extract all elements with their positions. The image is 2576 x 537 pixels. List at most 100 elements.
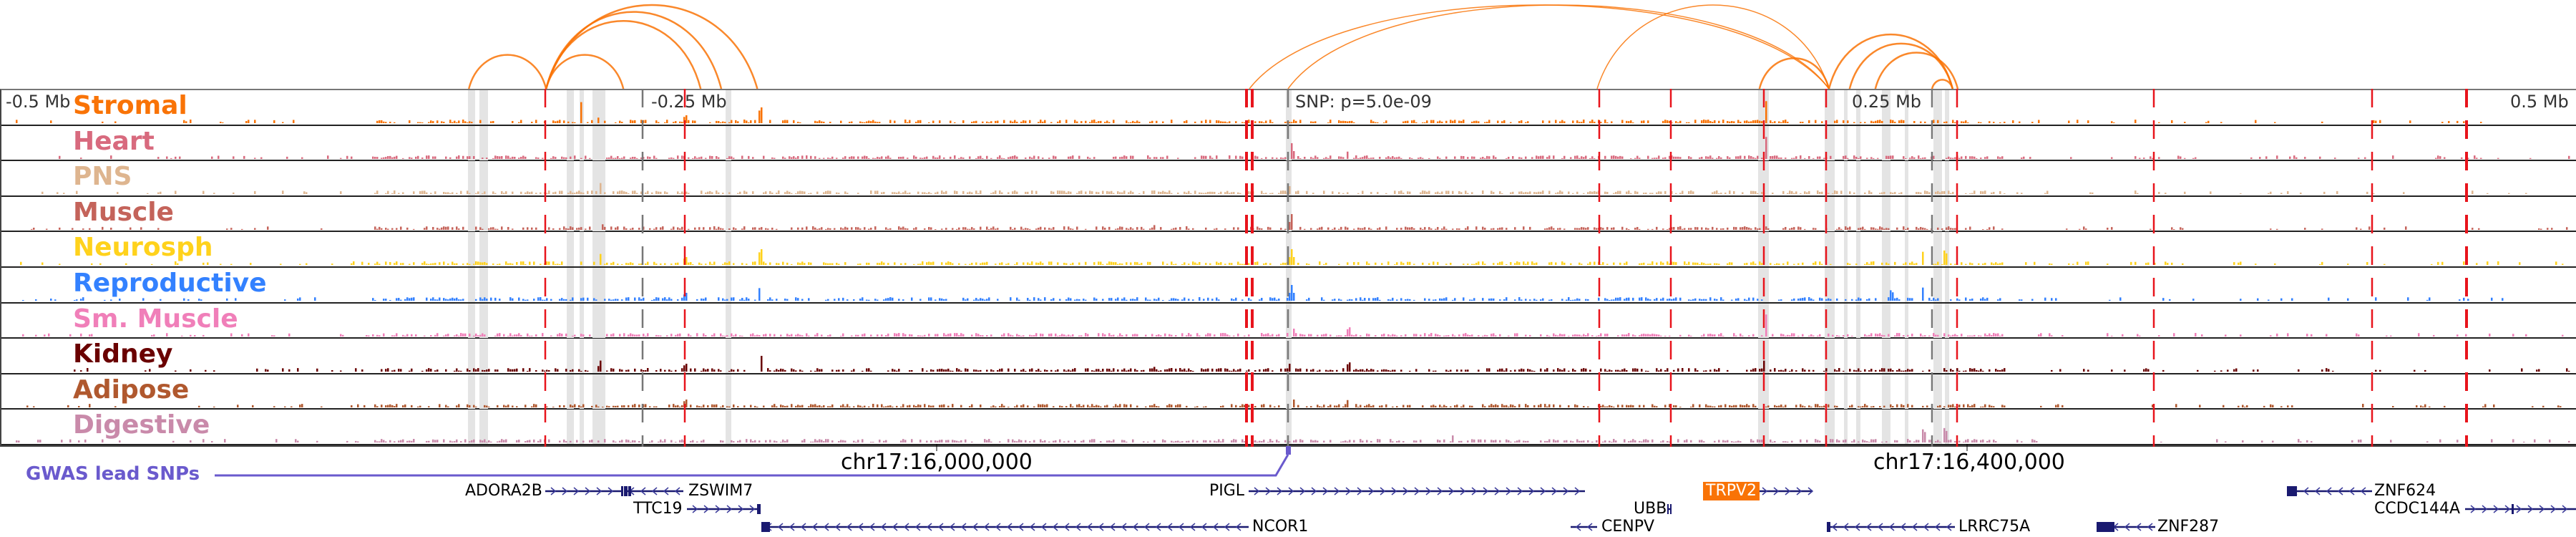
highlight-band bbox=[1286, 196, 1292, 231]
gene-label[interactable]: CCDC144A bbox=[2374, 500, 2461, 518]
highlight-band bbox=[1905, 232, 1908, 267]
track-label: Adipose bbox=[73, 374, 190, 405]
highlight-band bbox=[1856, 268, 1860, 302]
exon-box bbox=[757, 504, 761, 514]
exon-box bbox=[1670, 504, 1672, 514]
highlight-band bbox=[1933, 90, 1942, 125]
gene-label[interactable]: CENPV bbox=[1601, 518, 1655, 536]
highlight-band bbox=[1856, 303, 1860, 338]
highlight-band bbox=[1933, 268, 1942, 302]
signal-bars bbox=[16, 90, 2482, 125]
strand-reverse-arrows bbox=[1831, 523, 1952, 531]
highlight-band bbox=[1758, 161, 1769, 196]
highlight-band bbox=[1286, 374, 1292, 409]
highlight-band bbox=[1945, 90, 1949, 125]
highlight-band bbox=[1945, 410, 1949, 445]
track-sm-muscle: Sm. Muscle bbox=[1, 303, 2576, 339]
highlight-band bbox=[726, 303, 731, 338]
highlight-band bbox=[479, 339, 488, 374]
highlight-band bbox=[1945, 268, 1949, 302]
exon-box bbox=[628, 486, 631, 496]
highlight-band bbox=[592, 410, 605, 445]
highlight-band bbox=[1905, 374, 1908, 409]
highlight-band bbox=[1905, 161, 1908, 196]
highlight-band bbox=[567, 125, 574, 160]
gene-label[interactable]: ZNF287 bbox=[2157, 518, 2220, 536]
loop-arc bbox=[1758, 57, 1830, 90]
highlight-band bbox=[580, 303, 584, 338]
highlight-band bbox=[1933, 196, 1942, 231]
gene-label[interactable]: UBB bbox=[1634, 500, 1667, 518]
highlight-band bbox=[479, 232, 488, 267]
highlight-band bbox=[567, 161, 574, 196]
highlight-band bbox=[567, 303, 574, 338]
coordinate-label: chr17:16,000,000 bbox=[841, 450, 1033, 475]
highlight-band bbox=[1856, 232, 1860, 267]
gene-label[interactable]: PIGL bbox=[1209, 482, 1245, 500]
highlight-band bbox=[1882, 125, 1890, 160]
highlight-band bbox=[1825, 232, 1835, 267]
highlight-band bbox=[479, 90, 488, 125]
highlight-band bbox=[726, 339, 731, 374]
exon-box bbox=[2512, 504, 2514, 514]
highlight-band bbox=[468, 90, 475, 125]
track-label: Stromal bbox=[73, 91, 187, 120]
highlight-band bbox=[1905, 303, 1908, 338]
highlight-band bbox=[479, 161, 488, 196]
track-label: Reproductive bbox=[73, 268, 267, 298]
loop-arc bbox=[545, 54, 625, 90]
gene-label[interactable]: ADORA2B bbox=[465, 482, 542, 500]
highlight-band bbox=[1933, 339, 1942, 374]
highlight-band bbox=[1286, 410, 1292, 445]
highlight-band bbox=[580, 374, 584, 409]
highlight-band bbox=[1825, 339, 1835, 374]
signal-bar bbox=[26, 399, 2562, 407]
highlight-band bbox=[1844, 125, 1848, 160]
loop-arc bbox=[1848, 42, 1954, 90]
gene-label-highlighted[interactable]: TRPV2 bbox=[1703, 482, 1760, 500]
highlight-band bbox=[1825, 268, 1835, 302]
highlight-band bbox=[592, 196, 605, 231]
gene-label[interactable]: NCOR1 bbox=[1252, 518, 1309, 536]
highlight-band bbox=[1758, 410, 1769, 445]
highlight-band bbox=[1933, 125, 1942, 160]
gene-label[interactable]: ZSWIM7 bbox=[688, 482, 753, 500]
track-label: Heart bbox=[73, 126, 155, 156]
strand-forward-arrows bbox=[2470, 505, 2568, 513]
highlight-band bbox=[1945, 232, 1949, 267]
highlight-band bbox=[726, 268, 731, 302]
exon-box bbox=[2287, 486, 2297, 496]
highlight-band bbox=[1825, 90, 1835, 125]
highlight-band bbox=[726, 232, 731, 267]
gwas-track-label: GWAS lead SNPs bbox=[26, 463, 200, 485]
gene-label[interactable]: LRRC75A bbox=[1958, 518, 2031, 536]
axis-label-left: -0.5 Mb bbox=[6, 92, 71, 112]
highlight-band bbox=[1844, 161, 1848, 196]
highlight-band bbox=[580, 339, 584, 374]
track-label: Sm. Muscle bbox=[73, 304, 238, 334]
axis-label-mid-left: -0.25 Mb bbox=[651, 92, 727, 112]
highlight-band bbox=[468, 268, 475, 302]
track-neurosph: Neurosph bbox=[1, 232, 2576, 268]
highlight-band bbox=[592, 339, 605, 374]
highlight-band bbox=[567, 410, 574, 445]
highlight-band bbox=[1905, 339, 1908, 374]
highlight-band bbox=[1286, 161, 1292, 196]
loop-arc bbox=[1287, 4, 1830, 90]
gwas-connector-line bbox=[215, 454, 1289, 477]
highlight-band bbox=[1825, 196, 1835, 231]
highlight-band bbox=[1933, 232, 1942, 267]
exon-box bbox=[1667, 504, 1669, 514]
highlight-band bbox=[726, 90, 731, 125]
loop-arc bbox=[1874, 52, 1959, 90]
highlight-band bbox=[580, 125, 584, 160]
strand-forward-arrows bbox=[550, 487, 614, 495]
strand-reverse-arrows bbox=[1575, 523, 1593, 531]
highlight-band bbox=[567, 268, 574, 302]
gene-label[interactable]: TTC19 bbox=[633, 500, 683, 518]
signal-bars bbox=[22, 268, 2504, 302]
highlight-band bbox=[567, 374, 574, 409]
track-label: Kidney bbox=[73, 339, 173, 369]
gene-label[interactable]: ZNF624 bbox=[2374, 482, 2436, 500]
